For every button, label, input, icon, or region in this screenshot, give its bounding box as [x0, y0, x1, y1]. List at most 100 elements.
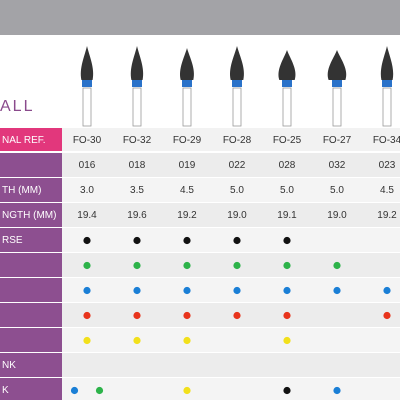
availability-dot [183, 386, 191, 395]
availability-dot [83, 261, 91, 270]
availability-dot [333, 286, 341, 295]
availability-dot [133, 261, 141, 270]
cell-text: 4.5 [180, 185, 194, 196]
availability-dot [383, 311, 391, 320]
bur-shank [232, 87, 242, 127]
availability-dot [183, 261, 191, 270]
bur-band [282, 77, 292, 87]
bur-band [82, 77, 92, 87]
row-bg [62, 228, 400, 252]
availability-dot [333, 386, 341, 395]
row-label-cell [0, 328, 62, 352]
availability-dot [333, 261, 341, 270]
availability-dot [70, 386, 79, 395]
availability-dot [133, 336, 141, 345]
availability-dot [283, 286, 291, 295]
bur-band [332, 77, 342, 87]
row-label-cell [0, 278, 62, 302]
availability-dot [83, 311, 91, 320]
bur-shank [332, 87, 342, 127]
availability-dot [383, 286, 391, 295]
column-header: FO-32 [123, 135, 152, 146]
cell-text: 19.0 [227, 210, 247, 221]
row-bg [62, 153, 400, 177]
availability-dot [283, 336, 291, 345]
cell-text: 022 [229, 160, 246, 171]
row-label-cell [0, 203, 62, 227]
row-bg [62, 178, 400, 202]
availability-dot [283, 236, 291, 245]
availability-dot [233, 236, 241, 245]
bur-head [278, 50, 296, 80]
availability-dot [183, 236, 191, 245]
row-label: K [2, 385, 9, 396]
cell-text: 5.0 [330, 185, 344, 196]
cell-text: 016 [79, 160, 96, 171]
cell-text: 3.5 [130, 185, 144, 196]
availability-dot [133, 236, 141, 245]
cell-text: 4.5 [380, 185, 394, 196]
availability-dot [183, 336, 191, 345]
availability-dot [283, 386, 291, 395]
ref-label: NAL REF. [2, 135, 46, 146]
row-label-cell [0, 353, 62, 377]
bur-head [180, 48, 194, 80]
bur-head [380, 46, 394, 80]
row-label-cell [0, 228, 62, 252]
row-label: TH (MM) [2, 185, 41, 196]
row-bg [62, 328, 400, 352]
column-header: FO-28 [223, 135, 252, 146]
row-label-cell [0, 378, 62, 400]
availability-dot [183, 311, 191, 320]
row-bg [62, 203, 400, 227]
bur-shank [382, 87, 392, 127]
cell-text: 019 [179, 160, 196, 171]
column-header: FO-27 [323, 135, 352, 146]
availability-dot [183, 286, 191, 295]
availability-dot [95, 386, 104, 395]
row-bg [62, 253, 400, 277]
top-bar [0, 0, 400, 35]
cell-text: 032 [329, 160, 346, 171]
availability-dot [233, 261, 241, 270]
availability-dot [83, 336, 91, 345]
bur-band [232, 77, 242, 87]
cell-text: 028 [279, 160, 296, 171]
availability-dot [133, 286, 141, 295]
row-label: NGTH (MM) [2, 210, 56, 221]
row-bg [62, 353, 400, 377]
cell-text: 3.0 [80, 185, 94, 196]
availability-dot [133, 311, 141, 320]
cell-text: 19.0 [327, 210, 347, 221]
availability-dot [283, 311, 291, 320]
cell-text: 19.6 [127, 210, 147, 221]
availability-dot [83, 286, 91, 295]
cell-text: 018 [129, 160, 146, 171]
row-label-cell [0, 153, 62, 177]
cell-text: 023 [379, 160, 396, 171]
bur-band [132, 77, 142, 87]
availability-dot [83, 236, 91, 245]
bur-head [327, 50, 347, 80]
availability-dot [233, 311, 241, 320]
bur-head [130, 46, 144, 80]
row-label-cell [0, 303, 62, 327]
column-header: FO-25 [273, 135, 302, 146]
bur-shank [82, 87, 92, 127]
column-header: FO-29 [173, 135, 202, 146]
column-header: FO-30 [73, 135, 102, 146]
row-bg [62, 378, 400, 400]
cell-text: 19.2 [177, 210, 197, 221]
row-label: RSE [2, 235, 23, 246]
row-label-cell [0, 178, 62, 202]
cell-text: 19.2 [377, 210, 397, 221]
ref-header-cell [0, 128, 62, 151]
bur-head [80, 46, 94, 80]
column-header: FO-34 [373, 135, 400, 146]
row-label: NK [2, 360, 16, 371]
bur-shank [132, 87, 142, 127]
bur-band [382, 77, 392, 87]
row-bg [62, 303, 400, 327]
bur-shank [182, 87, 192, 127]
